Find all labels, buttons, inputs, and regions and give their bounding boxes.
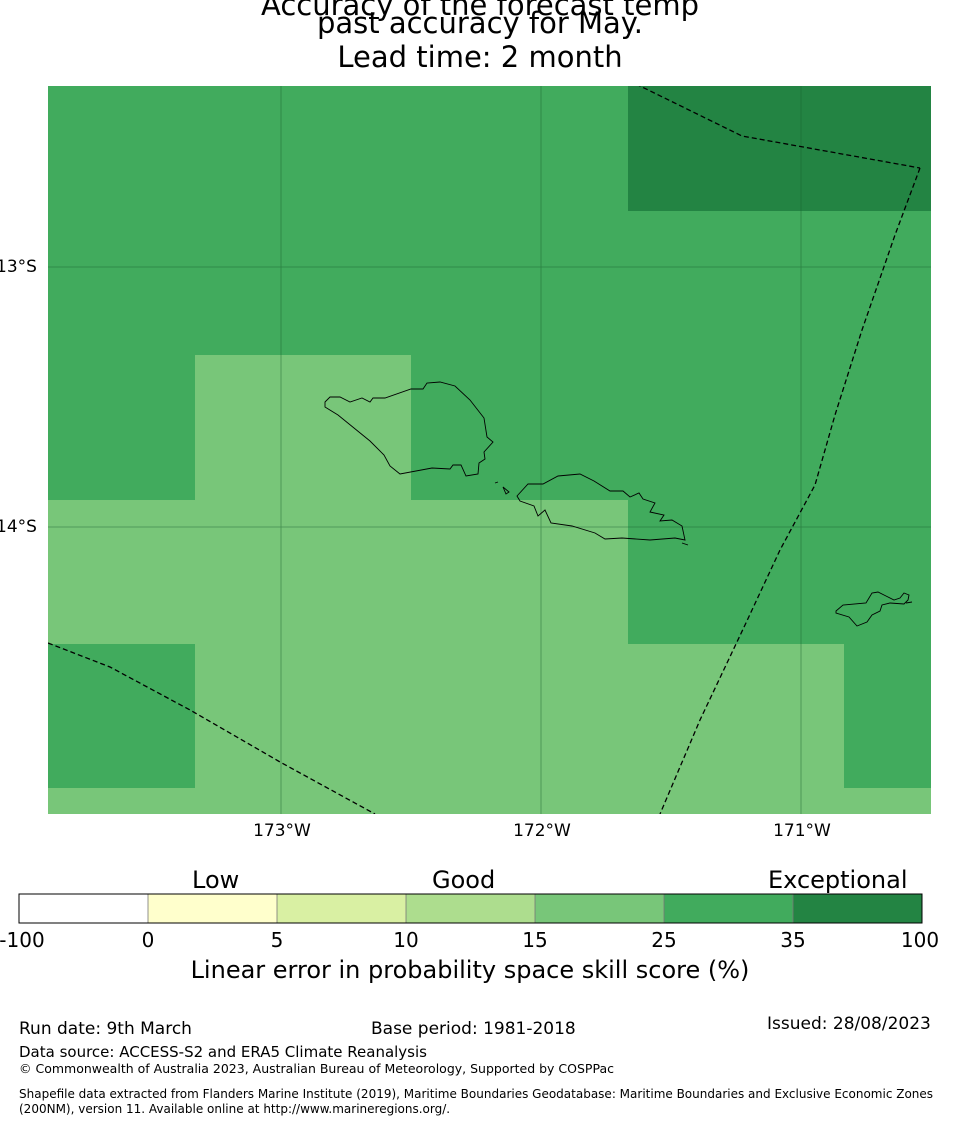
data-source: Data source: ACCESS-S2 and ERA5 Climate …	[19, 1043, 427, 1061]
lat-label-14s: 14°S	[0, 517, 37, 537]
colorbar-segment	[19, 894, 148, 923]
eez-boundary-east	[659, 167, 921, 814]
skill-cell	[844, 788, 931, 814]
lat-label-13s: 13°S	[0, 257, 37, 277]
aunuu-islet	[905, 601, 913, 604]
colorbar-tick-label: 100	[900, 928, 940, 952]
colorbar-tick-label: 0	[141, 928, 155, 952]
colorbar-tick-label: -100	[0, 928, 45, 952]
eastern-islet	[681, 542, 689, 546]
map-title-line-3: Lead time: 2 month	[337, 40, 623, 74]
colorbar-tick-label: 10	[393, 928, 419, 952]
colorbar	[18, 893, 923, 924]
copyright-notice: © Commonwealth of Australia 2023, Austra…	[19, 1061, 614, 1076]
colorbar-segment	[793, 894, 922, 923]
colorbar-label: Linear error in probability space skill …	[190, 956, 750, 984]
lon-label-171w: 171°W	[773, 821, 831, 841]
colorbar-segment	[148, 894, 277, 923]
colorbar-segment	[664, 894, 793, 923]
colorbar-segment	[277, 894, 406, 923]
shapefile-credit-line-1: Shapefile data extracted from Flanders M…	[19, 1087, 934, 1101]
eez-boundary-southwest	[48, 642, 376, 814]
category-low: Low	[192, 866, 240, 894]
manono-islet	[502, 486, 510, 495]
base-period: Base period: 1981-2018	[371, 1019, 576, 1039]
skill-map	[48, 86, 931, 814]
skill-grid	[48, 86, 931, 814]
map-title-line-1: Accuracy of the forecast temp	[261, 0, 699, 22]
colorbar-tick-label: 5	[270, 928, 284, 952]
savaii-island	[324, 381, 494, 477]
lon-label-173w: 173°W	[253, 821, 311, 841]
category-exceptional: Exceptional	[768, 866, 908, 894]
category-good: Good	[432, 866, 496, 894]
run-date: Run date: 9th March	[19, 1019, 192, 1039]
gridlines	[48, 86, 931, 814]
upolu-island	[516, 473, 686, 541]
shapefile-credit-line-2: (200NM), version 11. Available online at…	[19, 1102, 451, 1116]
skill-cell	[48, 788, 195, 814]
skill-cell	[628, 644, 844, 814]
colorbar-segment	[535, 894, 664, 923]
maritime-boundaries	[48, 86, 921, 814]
lon-label-172w: 172°W	[513, 821, 571, 841]
issued-date: Issued: 28/08/2023	[767, 1014, 931, 1034]
colorbar-tick-label: 25	[651, 928, 677, 952]
colorbar-tick-label: 15	[522, 928, 548, 952]
tutuila-island	[835, 591, 910, 627]
apolima-islet	[494, 481, 499, 484]
coastlines	[324, 381, 913, 627]
colorbar-segment	[406, 894, 535, 923]
colorbar-tick-label: 35	[780, 928, 806, 952]
map-title-line-2: past accuracy for May.	[316, 6, 644, 40]
skill-cell	[628, 86, 931, 211]
skill-cell	[48, 644, 195, 788]
skill-cell	[195, 355, 411, 500]
